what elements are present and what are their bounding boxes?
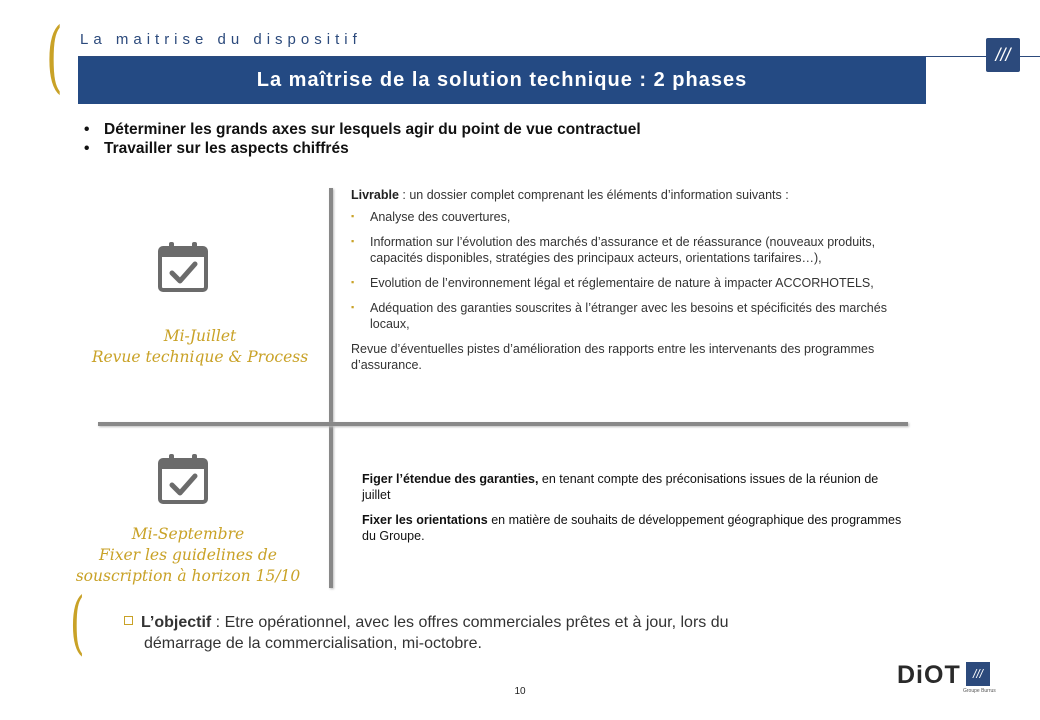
brand-subtitle: Groupe Burrus: [963, 688, 996, 694]
section-label: La maitrise du dispositif: [80, 31, 362, 48]
objective-text: : Etre opérationnel, avec les offres com…: [211, 614, 729, 631]
phase2-point: Fixer les orientations en matière de sou…: [362, 512, 907, 544]
objective-statement: L’objectif : Etre opérationnel, avec les…: [124, 612, 894, 654]
phase2-point-text: en matière de souhaits de développement …: [362, 513, 902, 543]
checkbox-bullet-icon: [124, 616, 133, 626]
deliverable-item: Information sur l’évolution des marchés …: [351, 233, 911, 266]
phase2-title-line1: Fixer les guidelines de: [99, 546, 277, 564]
decorative-parenthesis: (: [46, 12, 63, 102]
deliverable-footer: Revue d’éventuelles pistes d’amélioratio…: [351, 342, 875, 372]
deliverable-item: Evolution de l’environnement légal et ré…: [351, 274, 911, 291]
brand-logo-icon: ///: [986, 38, 1020, 72]
deliverable-intro: Livrable : un dossier complet comprenant…: [351, 187, 911, 203]
phase2-label: Mi-Septembre Fixer les guidelines de sou…: [46, 524, 330, 587]
calendar-check-icon: [158, 242, 208, 292]
decorative-parenthesis: (: [70, 584, 85, 663]
phase2-content: Figer l’étendue des garanties, en tenant…: [362, 471, 907, 553]
phase2-point-text: en tenant compte des préconisations issu…: [362, 472, 879, 502]
deliverable-label: Livrable: [351, 188, 399, 202]
deliverable-item: Adéquation des garanties souscrites à l’…: [351, 299, 911, 332]
vertical-divider: [329, 188, 333, 588]
phase1-date: Mi-Juillet: [163, 327, 237, 345]
phase1-deliverable: Livrable : un dossier complet comprenant…: [351, 187, 911, 379]
objective-text-line2: démarrage de la commercialisation, mi-oc…: [144, 635, 482, 652]
phase1-title: Revue technique & Process: [91, 348, 309, 366]
phase2-point-title: Figer l’étendue des garanties,: [362, 472, 539, 486]
key-point: Travailler sur les aspects chiffrés: [84, 139, 641, 158]
header-divider: [78, 56, 1040, 57]
key-points-list: Déterminer les grands axes sur lesquels …: [84, 120, 641, 158]
brand-logo-icon: ///: [966, 662, 990, 686]
phase2-date: Mi-Septembre: [131, 525, 245, 543]
phase2-title-line2: souscription à horizon 15/10: [75, 567, 301, 585]
brand-name: DiOT: [897, 661, 961, 689]
page-title: La maîtrise de la solution technique : 2…: [78, 57, 926, 104]
phase1-label: Mi-Juillet Revue technique & Process: [70, 326, 330, 368]
deliverable-items: Analyse des couvertures, Information sur…: [351, 208, 911, 332]
key-point: Déterminer les grands axes sur lesquels …: [84, 120, 641, 139]
objective-label: L’objectif: [141, 614, 212, 631]
calendar-check-icon: [158, 454, 208, 504]
page-number: 10: [514, 686, 526, 697]
deliverable-item: Analyse des couvertures,: [351, 208, 911, 225]
horizontal-divider: [98, 422, 908, 426]
page-title-text: La maîtrise de la solution technique : 2…: [256, 69, 748, 91]
deliverable-description: : un dossier complet comprenant les élém…: [398, 188, 789, 202]
phase2-point: Figer l’étendue des garanties, en tenant…: [362, 471, 907, 503]
phase2-point-title: Fixer les orientations: [362, 513, 488, 527]
